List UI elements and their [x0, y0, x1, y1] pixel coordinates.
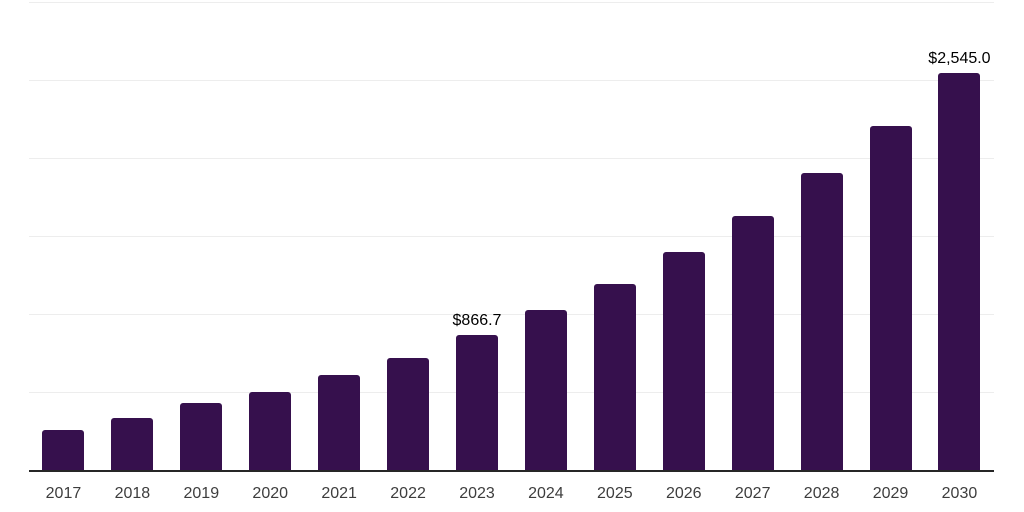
bar-2023 — [455, 334, 498, 470]
bar-slot — [167, 2, 236, 470]
bar-slot — [787, 2, 856, 470]
bar-2027 — [731, 215, 774, 470]
x-tick-label: 2020 — [252, 485, 289, 502]
bar-2022 — [387, 357, 430, 470]
bar-2020 — [249, 392, 292, 470]
data-label: $866.7 — [452, 311, 502, 329]
x-tick-label: 2021 — [321, 485, 357, 502]
bar-2025 — [593, 283, 636, 470]
bar-slot — [718, 2, 787, 470]
bar-slot — [29, 2, 98, 470]
bar-slot — [374, 2, 443, 470]
x-tick-label: 2023 — [459, 485, 495, 502]
bar-2028 — [800, 172, 843, 470]
x-tick-label: 2022 — [390, 485, 426, 502]
bar-2018 — [111, 417, 154, 470]
gridline — [29, 236, 994, 237]
bar-2019 — [180, 402, 223, 470]
x-tick-label: 2030 — [941, 485, 978, 502]
bar-slot: $866.7 — [443, 2, 512, 470]
gridline — [29, 158, 994, 160]
bar-2021 — [318, 375, 361, 470]
bar-slot: $2,545.0 — [925, 2, 994, 470]
x-tick-label: 2024 — [528, 485, 564, 502]
x-tick-label: 2018 — [114, 485, 151, 502]
bar-2030 — [938, 72, 981, 470]
bar-2024 — [524, 310, 567, 470]
bar-slot — [305, 2, 374, 470]
bar-slot — [236, 2, 305, 470]
bar-slot — [649, 2, 718, 470]
bar-2029 — [869, 125, 912, 470]
x-tick-label: 2019 — [183, 485, 220, 502]
x-tick-label: 2027 — [734, 485, 771, 502]
bar-slot — [856, 2, 925, 470]
bar-slot — [580, 2, 649, 470]
gridline — [29, 2, 994, 3]
data-label: $2,545.0 — [928, 49, 991, 67]
x-axis: 2017 2018 2019 2020 2021 2022 2023 2024 2025 2026… — [29, 472, 994, 512]
gridline — [29, 80, 994, 81]
bar-slot — [511, 2, 580, 470]
x-tick-label: 2028 — [803, 485, 840, 502]
gridline — [29, 314, 994, 316]
gridline — [29, 392, 994, 394]
bars-row: $866.7 $2,545.0 — [29, 2, 994, 470]
bar-slot — [98, 2, 167, 470]
bar-2026 — [662, 251, 705, 470]
x-tick-label: 2029 — [872, 485, 909, 502]
x-tick-label: 2017 — [45, 485, 82, 502]
x-tick-label: 2026 — [665, 485, 702, 502]
bar-2017 — [42, 430, 85, 470]
plot-area: $866.7 $2,545.0 — [29, 2, 994, 472]
x-tick-label: 2025 — [597, 485, 633, 502]
